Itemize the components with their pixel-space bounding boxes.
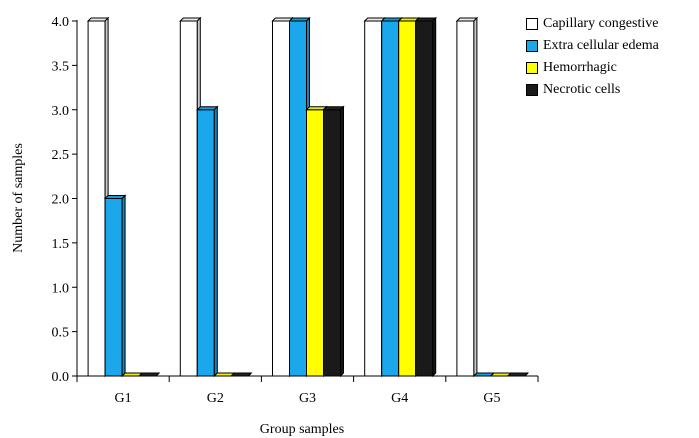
y-tick-label: 3.0 xyxy=(52,104,70,119)
y-tick-label: 0.5 xyxy=(52,326,70,341)
bar-front xyxy=(179,20,198,377)
x-axis-label: Group samples xyxy=(260,422,344,437)
bar-side xyxy=(213,105,218,378)
bar-side xyxy=(432,16,437,378)
bar xyxy=(230,372,253,377)
bar-side xyxy=(155,372,160,377)
bar xyxy=(137,372,161,377)
bar xyxy=(322,105,345,378)
bar-front xyxy=(323,109,341,377)
bar xyxy=(506,372,530,377)
x-tick-label: G5 xyxy=(483,391,500,406)
bar xyxy=(196,105,219,378)
x-tick-label: G1 xyxy=(115,391,132,406)
legend-swatch-extra-cellular-edema xyxy=(526,40,538,52)
bar-side xyxy=(121,194,126,378)
y-tick-label: 2.0 xyxy=(52,193,70,208)
bar-front xyxy=(381,20,400,377)
legend-swatch-necrotic-cells xyxy=(526,84,538,96)
y-tick-label: 3.5 xyxy=(52,59,70,74)
legend-label-extra-cellular-edema: Extra cellular edema xyxy=(543,38,659,53)
legend: Capillary congestive Extra cellular edem… xyxy=(526,13,659,101)
bar-front xyxy=(272,20,290,377)
bar-front xyxy=(196,109,215,377)
bar xyxy=(120,372,144,377)
legend-item-capillary-congestive: Capillary congestive xyxy=(526,13,659,35)
y-tick-label: 1.0 xyxy=(52,281,70,296)
bar xyxy=(414,16,437,378)
legend-item-necrotic-cells: Necrotic cells xyxy=(526,79,659,101)
x-tick-label: G3 xyxy=(299,391,316,406)
y-tick-label: 1.5 xyxy=(52,237,70,252)
y-tick-label: 4.0 xyxy=(52,15,70,30)
bars xyxy=(86,16,530,378)
y-axis-label: Number of samples xyxy=(11,143,26,253)
legend-item-hemorrhagic: Hemorrhagic xyxy=(526,57,659,79)
bar-side xyxy=(473,16,478,378)
legend-label-hemorrhagic: Hemorrhagic xyxy=(543,60,617,75)
x-tick-label: G4 xyxy=(391,391,408,406)
bar-front xyxy=(364,20,383,377)
bar-front xyxy=(87,20,106,377)
legend-swatch-hemorrhagic xyxy=(526,62,538,74)
bar-front xyxy=(456,20,475,377)
y-tick-label: 0.0 xyxy=(52,370,70,385)
bar-front xyxy=(289,20,307,377)
bar xyxy=(455,16,479,378)
bar-front xyxy=(415,20,434,377)
y-tick-label: 2.5 xyxy=(52,148,70,163)
bar-side xyxy=(247,372,252,377)
legend-label-capillary-congestive: Capillary congestive xyxy=(543,16,659,31)
bar-front xyxy=(398,20,417,377)
bar xyxy=(103,194,127,378)
legend-swatch-capillary-congestive xyxy=(526,18,538,30)
x-tick-label: G2 xyxy=(207,391,224,406)
bar-front xyxy=(306,109,324,377)
bar-side xyxy=(340,105,344,378)
legend-label-necrotic-cells: Necrotic cells xyxy=(543,82,621,97)
bar-side xyxy=(524,372,529,377)
axes: 0.0 0.5 1.0 1.5 2.0 2.5 3.0 3.5 4.0 G1 G2 G3 G4 G5 xyxy=(52,15,539,406)
bar-front xyxy=(104,198,123,377)
legend-item-extra-cellular-edema: Extra cellular edema xyxy=(526,35,659,57)
